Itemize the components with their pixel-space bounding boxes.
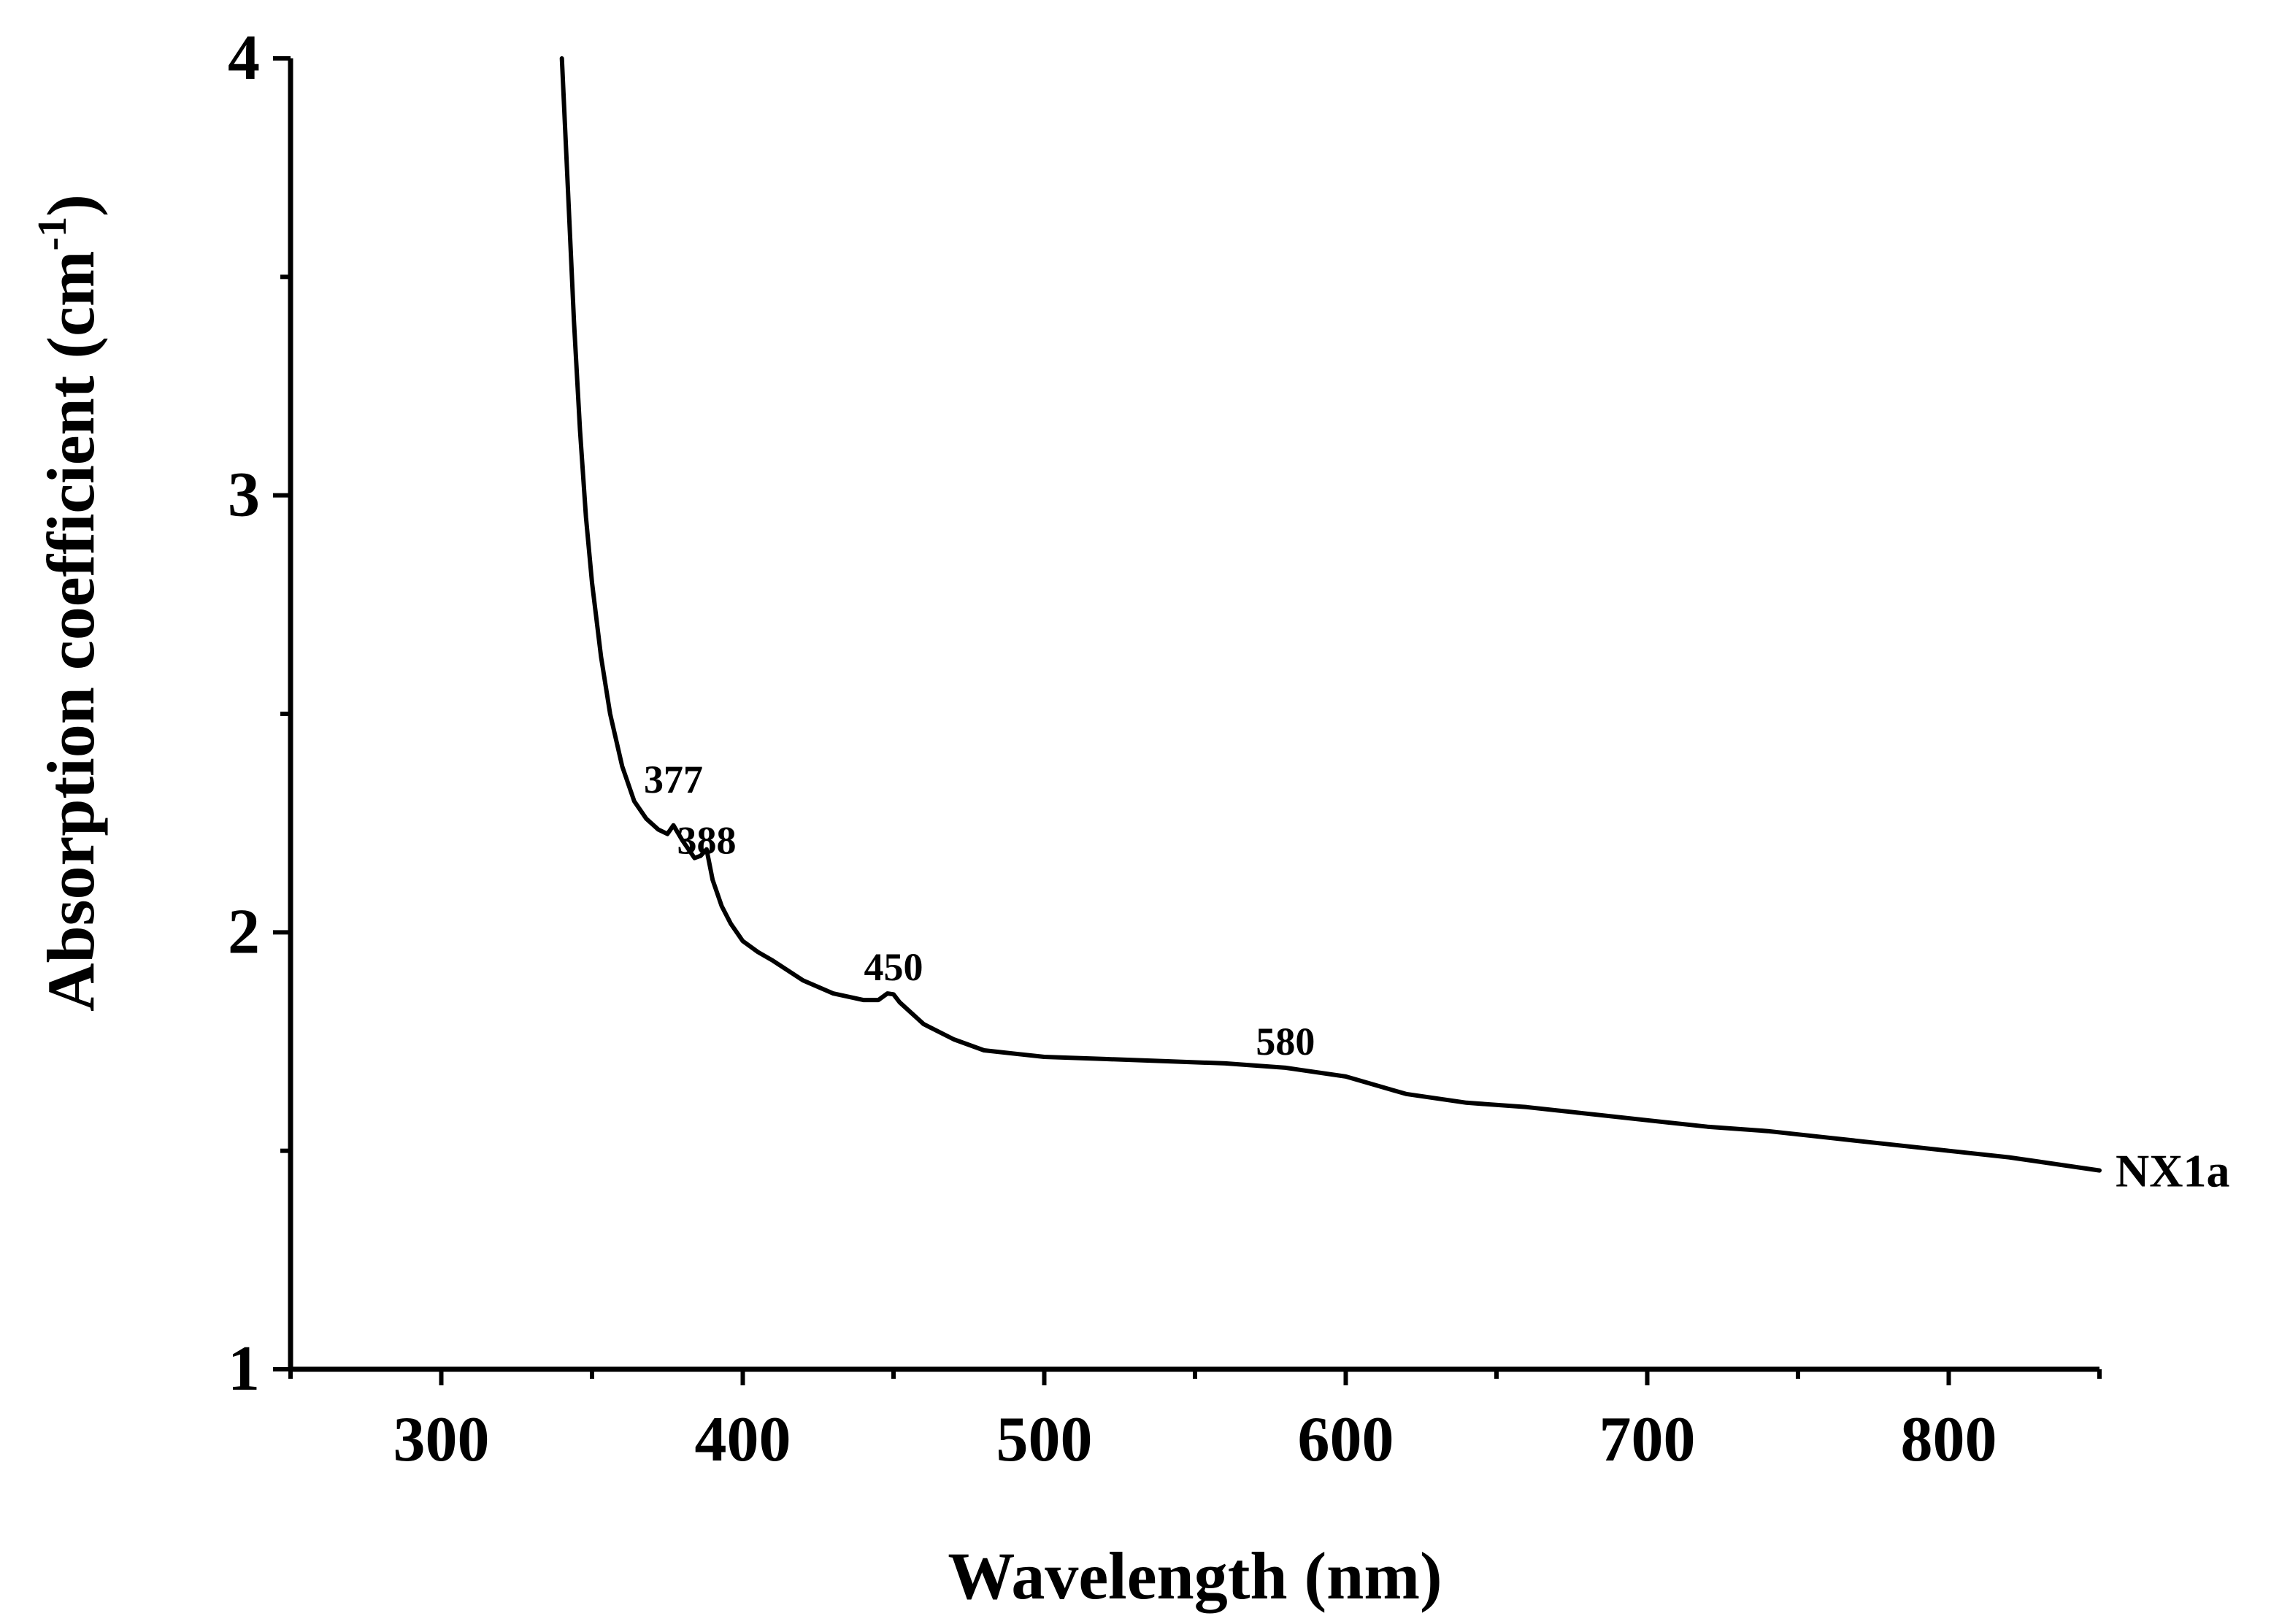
y-tick-label: 2 — [228, 896, 260, 967]
y-tick-label: 4 — [228, 23, 260, 93]
x-axis-title: Wavelength (nm) — [948, 1539, 1442, 1613]
peak-label-388: 388 — [677, 819, 736, 863]
axes-group — [288, 58, 2099, 1372]
x-tick-label: 400 — [695, 1404, 791, 1475]
peak-label-580: 580 — [1256, 1020, 1315, 1063]
y-axis-title-close: ) — [34, 194, 108, 217]
x-tick-label: 700 — [1599, 1404, 1696, 1475]
annotation-layer: 377 388 450 580 — [644, 758, 1315, 1063]
y-ticks-group: 1 2 3 4 — [228, 23, 291, 1404]
x-tick-label: 600 — [1298, 1404, 1394, 1475]
y-axis-title-superscript: -1 — [30, 217, 75, 251]
x-ticks-group: 300 400 500 600 700 800 — [288, 1369, 2102, 1475]
y-tick-label: 3 — [228, 460, 260, 531]
peak-label-450: 450 — [864, 945, 923, 989]
series-layer: NX1a — [559, 56, 2229, 1197]
x-tick-label: 800 — [1901, 1404, 1997, 1475]
series-line-nx1a — [559, 56, 2102, 1173]
y-axis-title: Absorption coefficient (cm-1) — [30, 194, 108, 1012]
series-label-nx1a: NX1a — [2116, 1145, 2229, 1197]
peak-label-377: 377 — [644, 758, 703, 801]
x-tick-label: 500 — [996, 1404, 1093, 1475]
y-tick-label: 1 — [228, 1334, 260, 1404]
y-axis-title-main: Absorption coefficient (cm — [34, 250, 108, 1011]
x-tick-label: 300 — [393, 1404, 490, 1475]
